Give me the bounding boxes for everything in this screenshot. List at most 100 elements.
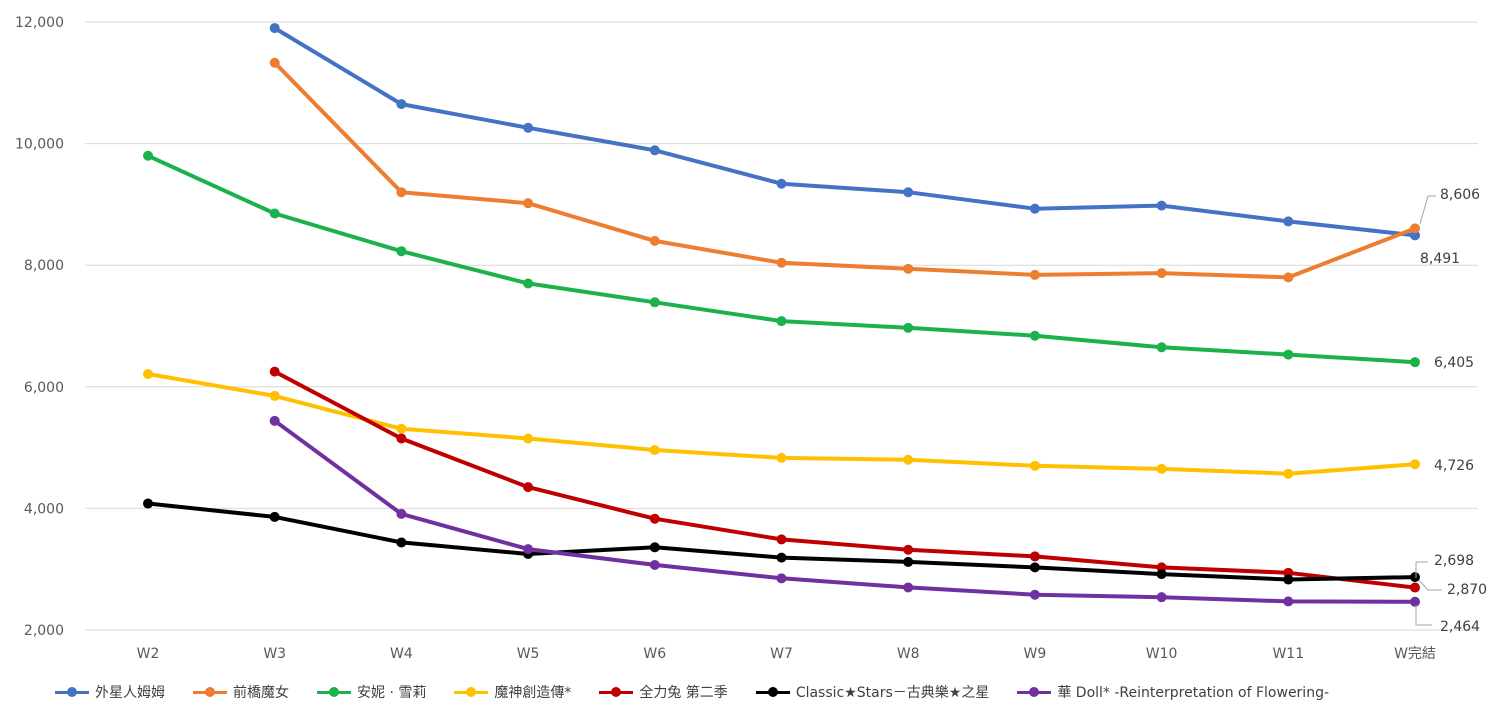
x-tick-label: W完結 [1394,646,1436,662]
data-point [396,187,407,198]
y-tick-label: 2,000 [24,623,64,639]
data-point [1156,463,1167,474]
x-tick-label: W11 [1272,646,1304,662]
data-point [143,498,153,509]
series-5 [143,498,1420,585]
x-tick-label: W7 [770,646,793,662]
data-point [649,513,660,524]
y-tick-label: 4,000 [24,501,64,517]
legend-label: 魔神創造傳* [494,685,572,701]
data-point [396,246,407,257]
series-1 [269,57,1420,283]
legend-swatch [599,687,634,697]
legend-swatch [55,687,89,697]
data-point [1029,589,1040,600]
series-4 [269,366,1420,593]
series-line [272,418,1417,604]
legend-swatch [755,687,790,697]
data-point [649,297,660,308]
data-point [143,369,153,380]
data-point [1156,268,1167,279]
label-leader-line [1415,561,1428,578]
x-tick-label: W9 [1024,646,1047,662]
data-point [269,415,280,426]
data-point [1156,342,1167,353]
legend-label: Classic★Stars－古典樂★之星 [795,685,990,701]
data-point [1283,349,1294,360]
data-point [269,511,280,522]
data-point [1029,460,1040,471]
label-leader-line [1415,605,1432,626]
legend-item: 全力兔 第二季 [599,682,728,702]
legend-label: 前橋魔女 [233,685,289,701]
data-point [1029,562,1040,573]
data-point [776,552,787,563]
data-point [776,257,787,268]
data-point [903,187,914,198]
data-label: 2,870 [1447,582,1487,598]
data-point [269,208,280,219]
data-point [396,537,407,548]
data-point [776,573,787,584]
data-point [776,178,787,189]
data-point [1029,269,1040,280]
data-point [1283,468,1294,479]
legend-label: 外星人姆姆 [95,685,165,701]
data-point [649,145,660,156]
data-point [903,582,914,593]
data-point [269,57,280,68]
data-point [523,122,534,133]
legend-item: 華 Doll* -Reinterpretation of Flowering- [1017,682,1329,702]
x-axis-ticks: W2 W3 W4 W5 W6 W7 W8 W9 W10 W11 W完結 [137,646,1436,662]
data-point [1029,330,1040,341]
series-2 [143,150,1420,368]
data-point [903,544,914,555]
data-point [1410,596,1420,607]
legend-item: 外星人姆姆 [55,682,165,702]
data-point [776,316,787,327]
data-point [1283,216,1294,227]
data-point [776,534,787,545]
data-point [649,542,660,553]
data-point [1410,223,1420,234]
x-tick-label: W10 [1146,646,1178,662]
data-point [269,23,280,34]
x-tick-label: W4 [390,646,413,662]
y-axis-ticks: 2,000 4,000 6,000 8,000 10,000 12,000 [15,15,64,639]
data-point [1029,203,1040,214]
data-point [1410,459,1420,470]
legend: 外星人姆姆 前橋魔女 安妮 · 雪莉 魔神創造傳* 全力兔 第二季 Classic★Sta… [55,681,1329,703]
y-tick-label: 12,000 [15,15,64,31]
series-line [272,26,1417,238]
data-label: 2,698 [1434,553,1474,569]
data-point [903,322,914,333]
x-tick-label: W8 [897,646,920,662]
legend-item: 安妮 · 雪莉 [317,682,426,702]
y-tick-label: 8,000 [24,258,64,274]
x-tick-label: W6 [643,646,666,662]
series-lines [143,23,1420,607]
data-point [649,559,660,570]
data-label: 8,491 [1420,251,1460,267]
legend-swatch [193,687,227,697]
data-point [269,366,280,377]
series-line [272,60,1417,280]
data-point [649,445,660,456]
data-point [1410,357,1420,368]
data-point [1410,230,1420,241]
series-line [272,369,1417,590]
data-point [396,99,407,110]
data-point [1410,582,1420,593]
legend-item: 前橋魔女 [193,682,289,702]
series-0 [269,23,1420,241]
data-point [1156,592,1167,603]
data-label: 6,405 [1434,355,1474,371]
legend-swatch [317,687,351,697]
data-label: 4,726 [1434,458,1474,474]
data-point [1410,572,1420,583]
data-point [523,198,534,209]
legend-swatch [454,687,489,697]
data-labels: 8,491 8,606 6,405 4,726 2,698 2,870 2,464 [1420,187,1487,635]
data-point [523,544,534,555]
